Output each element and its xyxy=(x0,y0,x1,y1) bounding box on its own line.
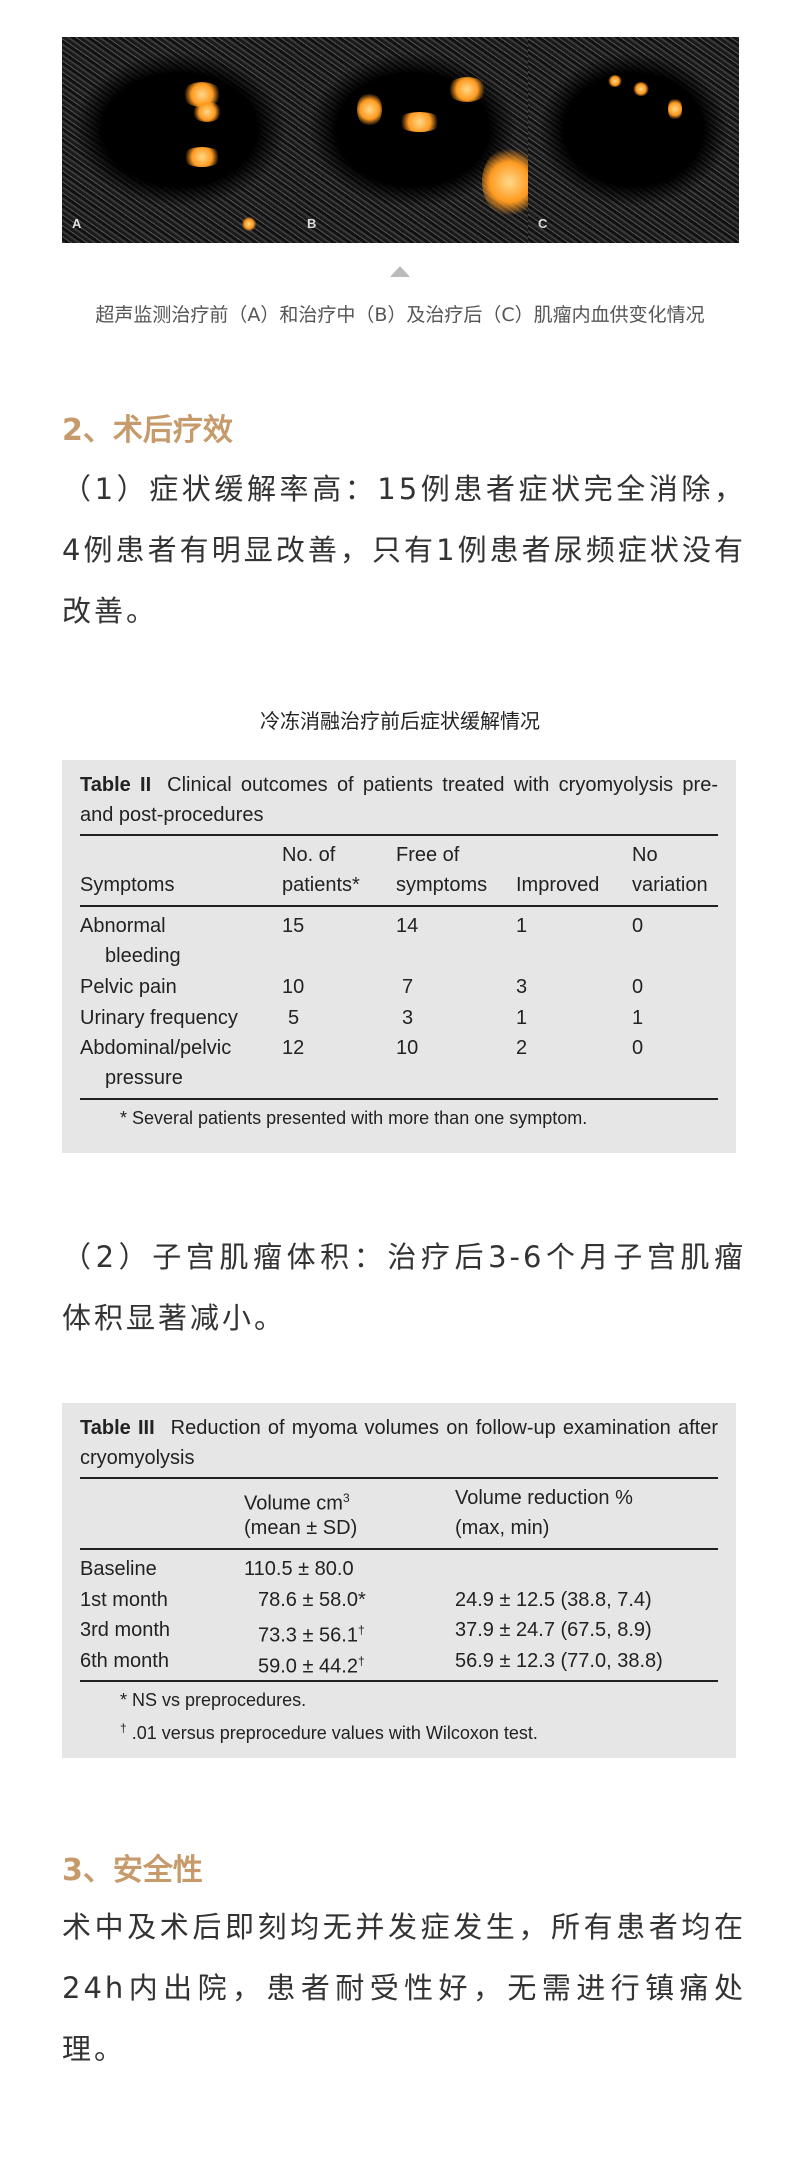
section-heading-3: 3、安全性 xyxy=(62,1853,203,1888)
section-heading-2: 2、术后疗效 xyxy=(62,413,233,448)
ultrasound-panel-c: C xyxy=(528,37,739,243)
table-row: Baseline 110.5 ± 80.0 xyxy=(80,1558,354,1580)
table-caption: 冷冻消融治疗前后症状缓解情况 xyxy=(260,709,540,733)
table-iii-title: Table III Reduction of myoma volumes on f… xyxy=(80,1417,718,1469)
table-row: 3rd month 73.3 ± 56.1† 37.9 ± 24.7 (67.5… xyxy=(80,1619,652,1647)
paragraph-safety: 术中及术后即刻均无并发症发生，所有患者均在24h内出院，患者耐受性好，无需进行镇… xyxy=(62,1910,746,2066)
table-ii: Table II Clinical outcomes of patients tr… xyxy=(62,760,736,1153)
table-iii: Table III Reduction of myoma volumes on f… xyxy=(62,1403,736,1758)
ultrasound-panel-b: B xyxy=(297,37,528,243)
ultrasound-panel-a: A xyxy=(62,37,297,243)
table-ii-title: Table II Clinical outcomes of patients tr… xyxy=(80,774,719,826)
figure-caption: 超声监测治疗前（A）和治疗中（B）及治疗后（C）肌瘤内血供变化情况 xyxy=(95,304,705,326)
panel-label: B xyxy=(307,216,317,231)
panel-label: C xyxy=(538,216,548,231)
table-iii-footnote-2: † .01 versus preprocedure values with Wi… xyxy=(120,1721,538,1743)
paragraph-myoma-volume: （2）子宫肌瘤体积：治疗后3-6个月子宫肌瘤体积显著减小。 xyxy=(62,1240,746,1335)
table-row: Urinary frequency 5 3 1 1 xyxy=(80,1006,644,1029)
table-ii-footnote: * Several patients presented with more t… xyxy=(120,1108,588,1128)
table-row: Pelvic pain 10 7 3 0 xyxy=(80,976,644,998)
caption-triangle-icon xyxy=(390,266,410,277)
table-iii-footnote-1: * NS vs preprocedures. xyxy=(120,1690,307,1710)
table-header: Symptoms No. of patients* Free of sympto… xyxy=(80,844,708,896)
table-row: 1st month 78.6 ± 58.0* 24.9 ± 12.5 (38.8… xyxy=(80,1588,652,1611)
table-row: Abdominal/pelvic pressure 12 10 2 0 xyxy=(80,1037,644,1089)
table-row: 6th month 59.0 ± 44.2† 56.9 ± 12.3 (77.0… xyxy=(80,1649,663,1678)
table-header: Volume cm3 (mean ± SD) Volume reduction … xyxy=(244,1487,633,1539)
paragraph-symptom-relief: （1）症状缓解率高：15例患者症状完全消除，4例患者有明显改善，只有1例患者尿频… xyxy=(62,472,746,628)
table-row: Abnormal bleeding 15 14 1 0 xyxy=(80,915,644,967)
panel-label: A xyxy=(72,216,82,231)
